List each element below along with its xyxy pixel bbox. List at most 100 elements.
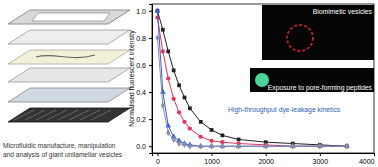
figure: Microfluidic manufacture, manipulationan… — [0, 0, 378, 167]
x-tick-label: 3000 — [313, 158, 329, 165]
series-marker — [199, 135, 203, 139]
series-marker — [172, 97, 176, 101]
x-tick-mark — [212, 153, 213, 156]
y-tick: 0.2 — [136, 116, 152, 123]
electrode — [91, 110, 111, 120]
y-tick-mark — [149, 38, 152, 39]
x-axis-line — [153, 154, 375, 157]
x-tick: 1000 — [204, 153, 220, 165]
y-tick: 0.8 — [136, 35, 152, 42]
series-marker — [199, 120, 203, 124]
series-marker — [161, 102, 165, 109]
vesicle — [287, 25, 313, 51]
y-tick-mark — [149, 119, 152, 120]
y-tick-mark — [149, 92, 152, 93]
insets — [250, 5, 374, 92]
x-tick-label: 4000 — [359, 158, 375, 165]
device-illustration — [8, 10, 130, 122]
frame-window — [32, 13, 110, 21]
caption-line: Microfluidic manufacture, manipulation — [3, 142, 116, 150]
x-tick: 2000 — [258, 153, 274, 165]
series-marker — [345, 143, 349, 150]
electrode — [80, 110, 100, 120]
channel — [36, 55, 95, 58]
y-tick: 1.0 — [136, 8, 152, 15]
series-marker — [318, 143, 322, 150]
y-tick-label: 0.4 — [136, 89, 146, 96]
x-tick-mark — [157, 153, 158, 156]
y-axis: 0.0 0.2 0.4 0.6 0.8 1.0 — [136, 5, 152, 154]
electrode — [14, 110, 34, 120]
caption: Microfluidic manufacture, manipulationan… — [3, 142, 123, 159]
y-tick: 0.0 — [136, 143, 152, 150]
series-marker — [221, 134, 225, 138]
series-marker — [160, 89, 166, 94]
x-tick: 3000 — [313, 153, 329, 165]
series-line — [157, 11, 347, 146]
x-tick: 0 — [156, 153, 160, 165]
electrode — [47, 110, 67, 120]
x-tick-mark — [266, 153, 267, 156]
vesicle-image — [262, 5, 374, 60]
series-marker — [161, 49, 165, 53]
series-marker — [188, 106, 192, 110]
y-tick-label: 0.6 — [136, 62, 146, 69]
caption-line: and analysis of giant unilamellar vesicl… — [3, 151, 123, 159]
annotation: High-throughput dye-leakage kinetics — [228, 106, 341, 114]
device-layer — [8, 88, 130, 102]
series-marker — [237, 138, 241, 142]
device-layer — [8, 30, 130, 44]
y-tick-label: 1.0 — [136, 8, 146, 15]
y-tick: 0.6 — [136, 62, 152, 69]
electrode — [69, 110, 89, 120]
x-tick-label: 2000 — [258, 158, 274, 165]
y-tick-label: 0.2 — [136, 116, 146, 123]
series-marker — [177, 140, 181, 147]
series-marker — [182, 141, 186, 148]
x-tick-label: 1000 — [204, 158, 220, 165]
series-line — [157, 11, 347, 146]
electrode — [25, 110, 45, 120]
x-tick-mark — [374, 153, 375, 156]
series-marker — [188, 127, 192, 131]
device-layer — [8, 50, 130, 64]
device-layer — [8, 68, 130, 82]
series-marker — [155, 34, 159, 41]
series-marker — [188, 143, 192, 150]
y-tick-label: 0.8 — [136, 35, 146, 42]
series-marker — [237, 143, 241, 150]
series-marker — [264, 143, 268, 150]
plot-area — [155, 7, 350, 149]
peptide-image — [250, 68, 374, 92]
series-marker — [177, 83, 181, 87]
electrode — [58, 110, 78, 120]
x-axis: 0 1000 2000 3000 4000 — [153, 153, 375, 165]
x-tick-mark — [320, 153, 321, 156]
series-line — [157, 18, 347, 147]
series-marker — [291, 143, 295, 150]
series-marker — [183, 96, 187, 100]
series-marker — [199, 143, 203, 150]
y-tick-mark — [149, 11, 152, 12]
y-tick-mark — [149, 65, 152, 66]
series-marker — [209, 139, 213, 143]
series-marker — [155, 7, 161, 12]
series-marker — [220, 143, 224, 150]
series-marker — [210, 128, 214, 132]
device-layer — [8, 108, 130, 122]
x-tick: 4000 — [359, 153, 375, 165]
series-marker — [166, 50, 170, 54]
series-marker — [166, 129, 170, 136]
series-marker — [182, 120, 186, 124]
device-layer — [8, 10, 130, 24]
annotation: Biomimetic vesicles — [313, 8, 373, 15]
series-marker — [172, 69, 176, 73]
y-axis-title: Normalised fluorescent intensity — [128, 30, 136, 127]
series-marker — [161, 28, 165, 32]
x-tick-label: 0 — [156, 158, 160, 165]
series-marker — [177, 110, 181, 114]
y-tick: 0.4 — [136, 89, 152, 96]
electrode — [36, 110, 56, 120]
y-tick-mark — [149, 146, 152, 147]
series-marker — [210, 143, 214, 150]
